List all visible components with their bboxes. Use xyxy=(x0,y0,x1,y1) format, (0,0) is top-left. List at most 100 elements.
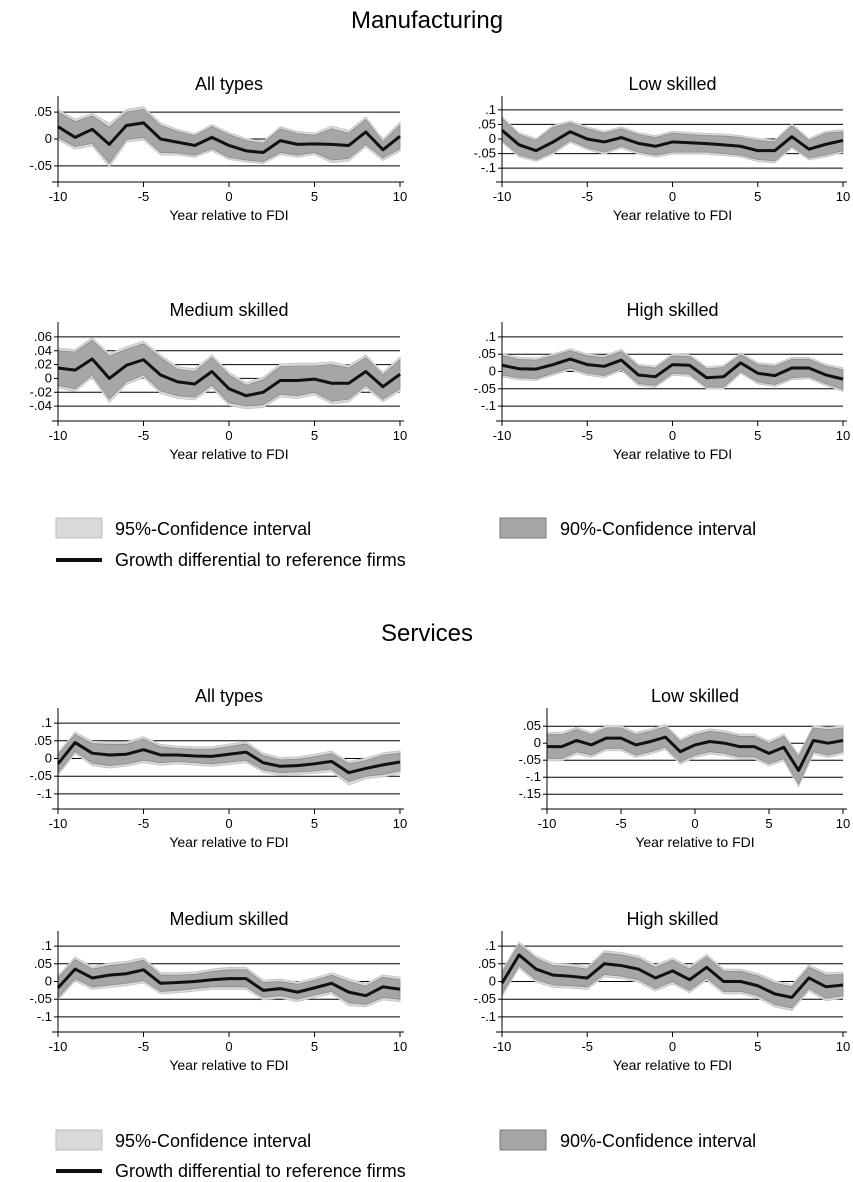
y-tick-label: .05 xyxy=(478,116,496,131)
y-tick-label: .1 xyxy=(41,715,52,730)
legend-label-line: Growth differential to reference firms xyxy=(115,1161,406,1181)
y-tick-label: .05 xyxy=(34,733,52,748)
estimate-line xyxy=(57,357,401,398)
y-tick-label: 0 xyxy=(45,370,52,385)
y-tick-label: -.05 xyxy=(30,768,52,783)
x-tick-label: -10 xyxy=(538,816,557,831)
x-tick-label: 0 xyxy=(669,1039,676,1054)
legend-manufacturing: 95%-Confidence interval 90%-Confidence i… xyxy=(55,517,756,570)
y-tick-label: .05 xyxy=(478,346,496,361)
y-tick-label: 0 xyxy=(534,735,541,750)
x-tick-label: 10 xyxy=(393,1039,407,1054)
x-tick-label: -10 xyxy=(49,428,68,443)
x-tick-label: 5 xyxy=(311,428,318,443)
y-tick-label: -.1 xyxy=(37,1009,52,1024)
panel-title: High skilled xyxy=(626,909,718,929)
x-tick-label: 5 xyxy=(754,189,761,204)
panel-4: High skilled -.1 -.05 0 .05 .1 -10 -5 0 5 10 Year r… xyxy=(474,300,851,462)
x-tick-label: -5 xyxy=(138,189,150,204)
x-tick-label: 5 xyxy=(311,189,318,204)
y-tick-label: -.05 xyxy=(30,158,52,173)
panel-title: High skilled xyxy=(626,300,718,320)
estimate-line xyxy=(547,735,844,772)
x-tick-label: 0 xyxy=(669,428,676,443)
legend-swatch-ci90 xyxy=(499,1129,547,1151)
panel-title: All types xyxy=(195,74,263,94)
y-tick-label: .05 xyxy=(478,956,496,971)
estimate-line xyxy=(501,357,844,381)
y-tick-label: .1 xyxy=(485,102,496,117)
x-axis-label: Year relative to FDI xyxy=(613,207,732,223)
x-tick-label: -10 xyxy=(493,428,512,443)
legend-label-ci90: 90%-Confidence interval xyxy=(560,519,756,539)
y-tick-label: .06 xyxy=(34,329,52,344)
x-tick-label: 0 xyxy=(669,189,676,204)
x-axis-label: Year relative to FDI xyxy=(613,446,732,462)
x-tick-label: 0 xyxy=(691,816,698,831)
x-tick-label: 10 xyxy=(393,428,407,443)
x-tick-label: -10 xyxy=(493,189,512,204)
x-tick-label: 10 xyxy=(393,189,407,204)
section-title-services: Services xyxy=(381,620,473,647)
panel-1: All types -.05 0 .05 -10 -5 0 5 10 Year relative … xyxy=(30,74,408,223)
y-tick-label: -.1 xyxy=(526,769,541,784)
x-tick-label: 0 xyxy=(225,189,232,204)
ci90-band xyxy=(501,350,844,391)
x-tick-label: -5 xyxy=(615,816,627,831)
ci90-band xyxy=(57,108,401,164)
x-tick-label: 0 xyxy=(225,1039,232,1054)
x-tick-label: -5 xyxy=(138,428,150,443)
y-tick-label: 0 xyxy=(489,131,496,146)
legend-label-ci90: 90%-Confidence interval xyxy=(560,1131,756,1151)
section-title-manufacturing: Manufacturing xyxy=(351,7,503,34)
y-tick-label: -.1 xyxy=(481,398,496,413)
x-axis-label: Year relative to FDI xyxy=(169,446,288,462)
x-tick-label: -10 xyxy=(49,816,68,831)
legend-services: 95%-Confidence interval 90%-Confidence i… xyxy=(55,1129,756,1181)
y-tick-label: .02 xyxy=(34,357,52,372)
x-axis-label: Year relative to FDI xyxy=(169,834,288,850)
y-tick-label: 0 xyxy=(45,974,52,989)
x-tick-label: -5 xyxy=(581,189,593,204)
legend-label-ci95: 95%-Confidence interval xyxy=(115,519,311,539)
y-tick-label: .05 xyxy=(523,718,541,733)
panel-title: Low skilled xyxy=(628,74,716,94)
legend-label-ci95: 95%-Confidence interval xyxy=(115,1131,311,1151)
x-tick-label: 0 xyxy=(225,816,232,831)
ci90-band xyxy=(57,339,401,407)
y-tick-label: .1 xyxy=(41,938,52,953)
y-tick-label: 0 xyxy=(489,974,496,989)
y-tick-label: .1 xyxy=(485,329,496,344)
x-tick-label: 5 xyxy=(754,1039,761,1054)
x-tick-label: -10 xyxy=(49,189,68,204)
ci90-band xyxy=(57,959,401,1005)
y-tick-label: -.02 xyxy=(30,384,52,399)
x-axis-label: Year relative to FDI xyxy=(169,1057,288,1073)
x-axis-label: Year relative to FDI xyxy=(613,1057,732,1073)
x-tick-label: 5 xyxy=(311,1039,318,1054)
estimate-line xyxy=(56,741,401,775)
x-tick-label: -5 xyxy=(581,428,593,443)
y-tick-label: .1 xyxy=(485,938,496,953)
x-tick-label: 10 xyxy=(836,816,850,831)
ci90-band xyxy=(57,733,401,782)
y-tick-label: .04 xyxy=(34,343,52,358)
panel-title: Medium skilled xyxy=(169,300,288,320)
legend-swatch-ci95 xyxy=(55,1129,103,1151)
ci90-band xyxy=(501,943,844,1009)
panel-8: High skilled -.1 -.05 0 .05 .1 -10 -5 0 5 10 Year r… xyxy=(474,909,851,1073)
y-tick-label: -.05 xyxy=(474,991,496,1006)
x-tick-label: -10 xyxy=(49,1039,68,1054)
panel-title: All types xyxy=(195,686,263,706)
legend-label-line: Growth differential to reference firms xyxy=(115,550,406,570)
panel-7: Medium skilled -.1 -.05 0 .05 .1 -10 -5 0 5 10 Year… xyxy=(30,909,408,1073)
y-tick-label: 0 xyxy=(45,751,52,766)
y-tick-label: -.04 xyxy=(30,398,52,413)
x-axis-label: Year relative to FDI xyxy=(635,834,754,850)
x-tick-label: 0 xyxy=(225,428,232,443)
estimate-line xyxy=(501,129,844,153)
panel-6: Low skilled -.15 -.1 -.05 0 .05 -10 -5 0 5 10 Year … xyxy=(519,686,851,850)
x-tick-label: 10 xyxy=(393,816,407,831)
x-tick-label: 10 xyxy=(836,189,850,204)
panel-3: Medium skilled-.04-.020.02.04.06-10 -5 0 5 1… xyxy=(30,300,408,462)
